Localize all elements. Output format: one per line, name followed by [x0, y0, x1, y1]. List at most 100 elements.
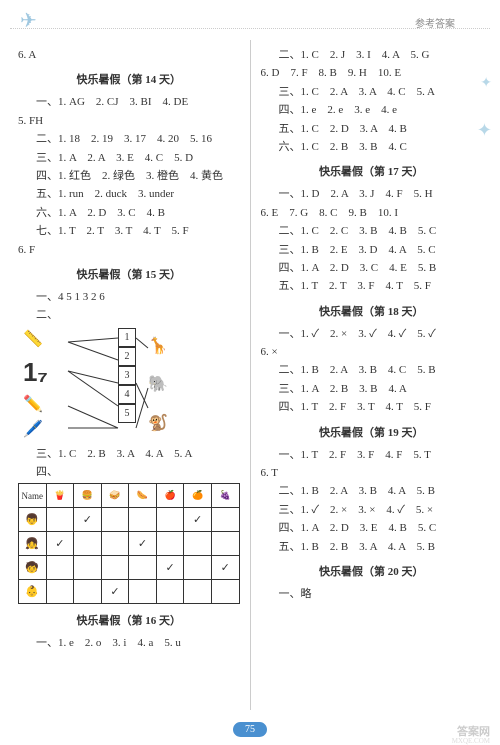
bird-decoration: ✈ [20, 8, 37, 33]
grid-cell: ✓ [101, 580, 129, 604]
grid-cell [101, 508, 129, 532]
answer-line: 6. × [261, 345, 483, 360]
grid-cell [46, 580, 74, 604]
answer-line: 三、1. A 2. A 3. E 4. C 5. D [18, 151, 240, 166]
answer-line: 一、1. D 2. A 3. J 4. F 5. H [261, 187, 483, 202]
num-box: 4 [118, 385, 136, 404]
grid-cell: ✓ [46, 532, 74, 556]
grid-row: 👶 ✓ [19, 580, 240, 604]
answer-line: 二、 [18, 308, 240, 323]
left-column: 6. A 快乐暑假（第 14 天） 一、1. AG 2. CJ 3. BI 4.… [10, 40, 248, 710]
grid-cell [211, 508, 239, 532]
answer-line: 6. F [18, 243, 240, 258]
match-right-items: 🦒 🐘 🐒 [148, 328, 193, 443]
monkey-icon: 🐒 [148, 416, 193, 432]
match-lines [63, 328, 153, 443]
column-divider [250, 40, 251, 710]
grid-cell [184, 556, 212, 580]
grid-cell [129, 556, 157, 580]
pencil-icon: ✏️ [23, 397, 68, 413]
answer-line: 五、1. run 2. duck 3. under [18, 187, 240, 202]
face-icon: 👦 [19, 508, 47, 532]
grid-header: 🥪 [101, 484, 129, 508]
answer-line: 一、略 [261, 587, 483, 602]
answer-line: 四、1. A 2. D 3. E 4. B 5. C [261, 521, 483, 536]
grid-cell [46, 556, 74, 580]
grid-row: 👧 ✓ ✓ [19, 532, 240, 556]
answer-line: 三、1. A 2. B 3. B 4. A [261, 382, 483, 397]
grid-cell [184, 580, 212, 604]
grid-cell: ✓ [129, 532, 157, 556]
answer-line: 三、1. B 2. E 3. D 4. A 5. C [261, 243, 483, 258]
page-number-badge: 75 [233, 722, 267, 737]
answer-line: 6. E 7. G 8. C 9. B 10. I [261, 206, 483, 221]
answer-line: 四、 [18, 465, 240, 480]
grid-cell [101, 532, 129, 556]
grid-header: 🍟 [46, 484, 74, 508]
grid-cell [129, 580, 157, 604]
grid-header: 🌭 [129, 484, 157, 508]
matching-diagram: 📏 1₇ ✏️ 🖊️ 1 2 3 4 5 [18, 328, 240, 443]
answer-line: 一、1. ✓ 2. × 3. ✓ 4. ✓ 5. ✓ [261, 327, 483, 342]
grid-cell: ✓ [211, 556, 239, 580]
grid-cell [74, 580, 102, 604]
grid-row: 🧒 ✓ ✓ [19, 556, 240, 580]
watermark-url: MXQE.COM [452, 737, 490, 745]
answer-line: 6. A [18, 48, 240, 63]
answer-grid: Name 🍟 🍔 🥪 🌭 🍎 🍊 🍇 👦 ✓ ✓ 👧 [18, 483, 240, 604]
answer-line: 四、1. T 2. F 3. T 4. T 5. F [261, 400, 483, 415]
answer-line: 6. T [261, 466, 483, 481]
answer-line: 一、1. AG 2. CJ 3. BI 4. DE [18, 95, 240, 110]
answer-line: 六、1. C 2. B 3. B 4. C [261, 140, 483, 155]
match-center-numbers: 1 2 3 4 5 [118, 328, 136, 443]
ruler-icon: 📏 [23, 332, 68, 348]
grid-cell [46, 508, 74, 532]
day-title-14: 快乐暑假（第 14 天） [18, 71, 240, 87]
day-title-16: 快乐暑假（第 16 天） [18, 612, 240, 628]
answer-line: 五、1. B 2. B 3. A 4. A 5. B [261, 540, 483, 555]
answer-line: 七、1. T 2. T 3. T 4. T 5. F [18, 224, 240, 239]
grid-cell [184, 532, 212, 556]
answer-line: 三、1. C 2. A 3. A 4. C 5. A [261, 85, 483, 100]
answer-line: 三、1. C 2. B 3. A 4. A 5. A [18, 447, 240, 462]
face-icon: 👧 [19, 532, 47, 556]
day-title-20: 快乐暑假（第 20 天） [261, 563, 483, 579]
number-17-icon: 1₇ [23, 357, 68, 388]
answer-line: 三、1. ✓ 2. × 3. × 4. ✓ 5. × [261, 503, 483, 518]
grid-cell: ✓ [156, 556, 184, 580]
answer-line: 二、1. B 2. A 3. B 4. A 5. B [261, 484, 483, 499]
grid-header: 🍊 [184, 484, 212, 508]
answer-line: 二、1. 18 2. 19 3. 17 4. 20 5. 16 [18, 132, 240, 147]
match-left-items: 📏 1₇ ✏️ 🖊️ [23, 328, 68, 443]
content-area: 6. A 快乐暑假（第 14 天） 一、1. AG 2. CJ 3. BI 4.… [10, 40, 490, 710]
grid-header: 🍎 [156, 484, 184, 508]
answer-line: 5. FH [18, 114, 240, 129]
grid-cell [211, 532, 239, 556]
answer-line: 一、1. T 2. F 3. F 4. F 5. T [261, 448, 483, 463]
answer-line: 四、1. e 2. e 3. e 4. e [261, 103, 483, 118]
answer-line: 二、1. C 2. J 3. I 4. A 5. G [261, 48, 483, 63]
grid-cell [156, 532, 184, 556]
grid-cell [211, 580, 239, 604]
answer-line: 二、1. C 2. C 3. B 4. B 5. C [261, 224, 483, 239]
grid-cell [129, 508, 157, 532]
right-column: 二、1. C 2. J 3. I 4. A 5. G 6. D 7. F 8. … [253, 40, 491, 710]
grid-header: 🍔 [74, 484, 102, 508]
grid-cell [156, 580, 184, 604]
answer-line: 一、1. e 2. o 3. i 4. a 5. u [18, 636, 240, 651]
grid-header: Name [19, 484, 47, 508]
answer-line: 6. D 7. F 8. B 9. H 10. E [261, 66, 483, 81]
grid-cell: ✓ [184, 508, 212, 532]
answer-line: 五、1. T 2. T 3. F 4. T 5. F [261, 279, 483, 294]
grid-cell [74, 532, 102, 556]
grid-cell [156, 508, 184, 532]
day-title-18: 快乐暑假（第 18 天） [261, 303, 483, 319]
grid-header: 🍇 [211, 484, 239, 508]
grid-cell: ✓ [74, 508, 102, 532]
answer-line: 四、1. A 2. D 3. C 4. E 5. B [261, 261, 483, 276]
giraffe-icon: 🦒 [148, 339, 193, 355]
grid-row: 👦 ✓ ✓ [19, 508, 240, 532]
face-icon: 🧒 [19, 556, 47, 580]
grid-cell [74, 556, 102, 580]
num-box: 1 [118, 328, 136, 347]
